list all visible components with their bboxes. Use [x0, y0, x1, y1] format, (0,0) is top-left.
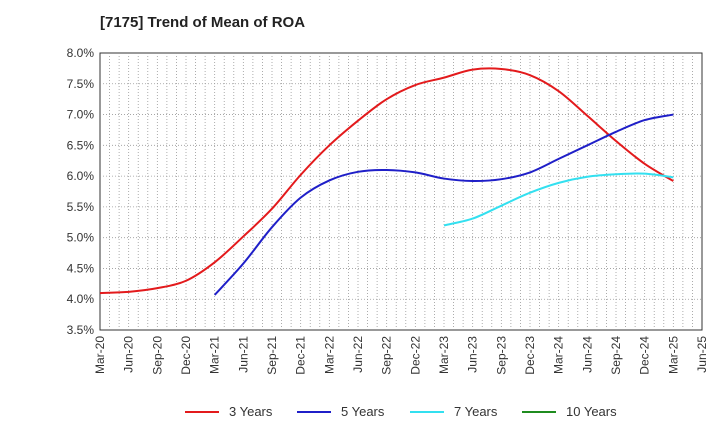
- x-tick-label: Jun-22: [351, 336, 365, 373]
- legend-swatch: [297, 410, 331, 413]
- legend-item-5-years: 5 Years: [297, 404, 384, 419]
- legend-item-10-years: 10 Years: [522, 404, 617, 419]
- x-tick-label: Sep-22: [380, 336, 394, 375]
- y-tick-label: 3.5%: [67, 323, 95, 337]
- y-tick-label: 5.5%: [67, 200, 95, 214]
- x-tick-label: Dec-20: [179, 336, 193, 375]
- x-tick-label: Mar-21: [208, 336, 222, 374]
- x-tick-label: Dec-24: [638, 336, 652, 375]
- legend-label: 3 Years: [229, 404, 273, 419]
- y-tick-label: 6.0%: [67, 169, 95, 183]
- series-line-7-years: [443, 172, 674, 227]
- x-tick-label: Mar-23: [437, 336, 451, 374]
- plot-area: [99, 52, 703, 331]
- y-tick-label: 7.0%: [67, 108, 95, 122]
- legend-label: 10 Years: [566, 404, 617, 419]
- y-tick-label: 4.5%: [67, 261, 95, 275]
- x-tick-label: Sep-21: [265, 336, 279, 375]
- legend-item-7-years: 7 Years: [410, 404, 497, 419]
- x-tick-label: Jun-25: [695, 336, 709, 373]
- legend-item-3-years: 3 Years: [185, 404, 272, 419]
- series-line-5-years: [213, 113, 674, 296]
- x-tick-label: Sep-24: [609, 336, 623, 375]
- x-tick-label: Mar-25: [666, 336, 680, 374]
- x-tick-label: Mar-20: [93, 336, 107, 374]
- x-tick-label: Jun-21: [236, 336, 250, 373]
- legend-label: 7 Years: [454, 404, 498, 419]
- x-tick-label: Dec-22: [408, 336, 422, 375]
- y-tick-label: 6.5%: [67, 138, 95, 152]
- y-tick-label: 8.0%: [67, 46, 95, 60]
- x-tick-label: Sep-20: [150, 336, 164, 375]
- x-tick-label: Jun-24: [580, 336, 594, 373]
- series-line-3-years: [99, 67, 674, 295]
- x-tick-label: Jun-23: [466, 336, 480, 373]
- legend-swatch: [522, 410, 556, 413]
- legend-swatch: [410, 410, 444, 413]
- x-tick-label: Dec-21: [294, 336, 308, 375]
- y-tick-label: 4.0%: [67, 292, 95, 306]
- x-tick-label: Mar-24: [552, 336, 566, 374]
- x-tick-label: Sep-23: [494, 336, 508, 375]
- legend-swatch: [185, 410, 219, 413]
- chart-title: [7175] Trend of Mean of ROA: [100, 14, 306, 31]
- x-tick-label: Dec-23: [523, 336, 537, 375]
- y-tick-label: 7.5%: [67, 77, 95, 91]
- legend-label: 5 Years: [341, 404, 385, 419]
- x-tick-label: Mar-22: [322, 336, 336, 374]
- x-tick-label: Jun-20: [122, 336, 136, 373]
- y-tick-label: 5.0%: [67, 231, 95, 245]
- legend: 3 Years 5 Years 7 Years 10 Years: [0, 404, 720, 426]
